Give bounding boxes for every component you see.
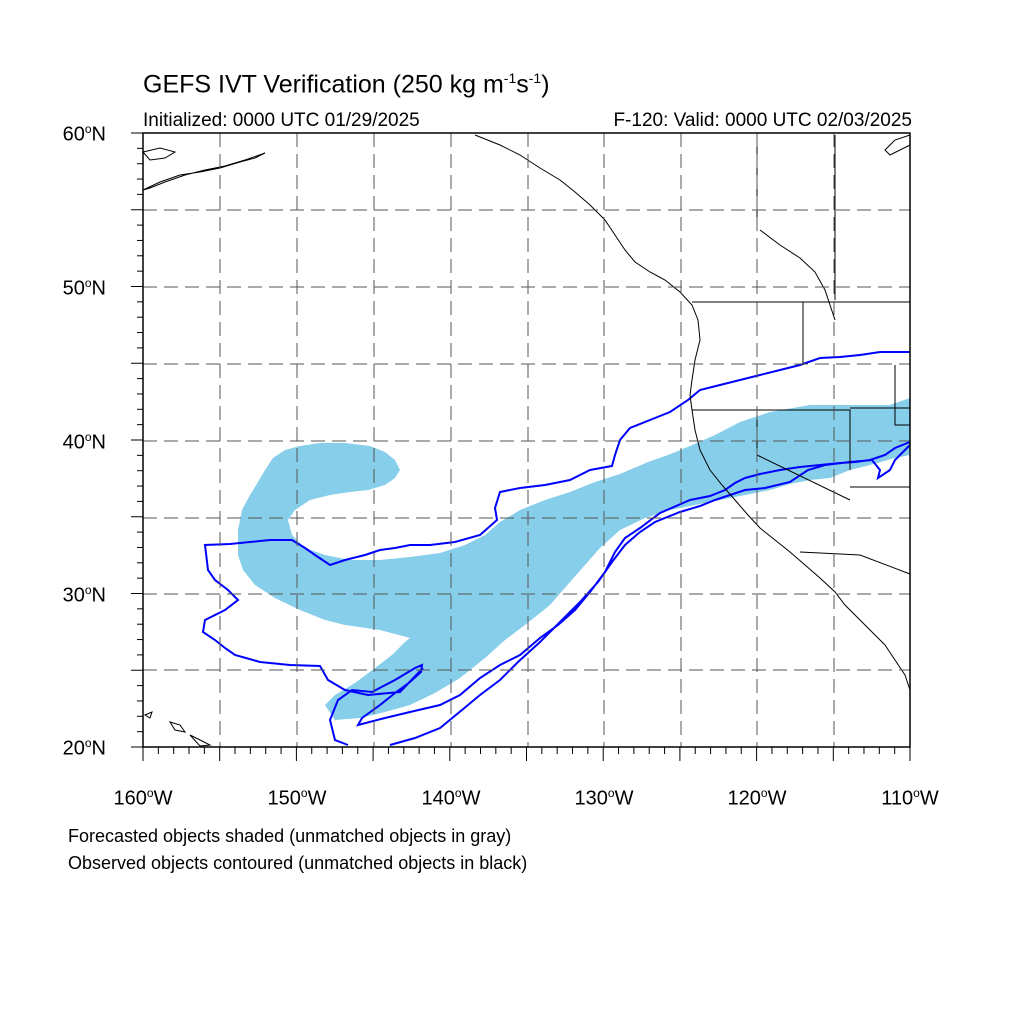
graticule <box>143 133 910 747</box>
lon-label-150: 150oW <box>267 786 327 810</box>
forecast-ivt-object <box>238 398 910 720</box>
boundaries <box>692 135 911 575</box>
tick-marks <box>131 132 911 761</box>
caption-forecast: Forecasted objects shaded (unmatched obj… <box>68 826 512 846</box>
initialized-label: Initialized: 0000 UTC 01/29/2025 <box>143 110 420 131</box>
lon-label-110: 110oW <box>881 786 939 810</box>
lon-label-130: 130oW <box>574 786 634 810</box>
valid-time-label: F-120: Valid: 0000 UTC 02/03/2025 <box>613 110 912 131</box>
lat-label-50: 50oN <box>62 276 106 300</box>
lat-label-40: 40oN <box>62 430 106 454</box>
lon-label-140: 140oW <box>421 786 481 810</box>
observed-ivt-contour <box>201 351 911 746</box>
coastlines <box>142 134 911 747</box>
lat-label-20: 20oN <box>62 736 106 760</box>
caption-observed: Observed objects contoured (unmatched ob… <box>68 853 528 873</box>
lat-label-30: 30oN <box>62 583 106 607</box>
chart-title: GEFS IVT Verification (250 kg m-1s-1) <box>143 70 550 99</box>
lon-label-120: 120oW <box>727 786 787 810</box>
lat-label-60: 60oN <box>62 122 106 146</box>
lon-label-160: 160oW <box>113 786 173 810</box>
